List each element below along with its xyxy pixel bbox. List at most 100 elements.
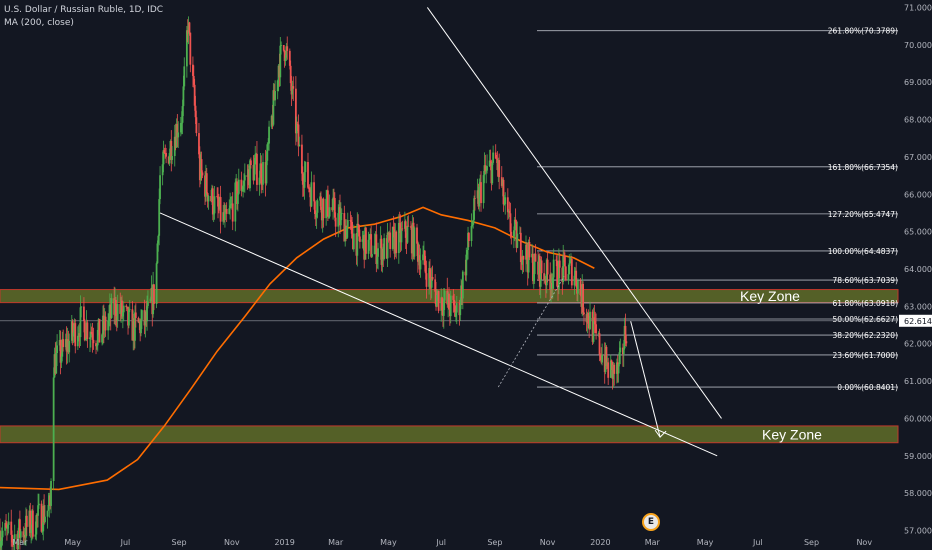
candle-body: [326, 190, 329, 217]
candle-body: [601, 354, 604, 363]
candle-body: [498, 160, 501, 178]
price-tick-label: 64.0000: [904, 265, 932, 274]
candle-body: [352, 233, 355, 250]
time-tick-label: Sep: [487, 538, 502, 547]
candle-body: [407, 225, 410, 227]
candle-body: [452, 295, 455, 300]
candle-body: [91, 333, 94, 340]
candle-body: [231, 203, 234, 222]
candle-body: [0, 530, 1, 548]
price-tick-label: 67.0000: [904, 153, 932, 162]
candle-body: [298, 144, 301, 147]
candle-body: [13, 534, 16, 540]
candle-body: [491, 162, 494, 184]
candle-body: [158, 199, 161, 236]
candle-body: [96, 329, 99, 346]
candle-body: [19, 531, 22, 538]
candle-body: [552, 259, 555, 278]
candle-body: [512, 230, 515, 237]
candle-body: [183, 66, 186, 87]
candle-body: [140, 310, 143, 320]
candle-body: [180, 122, 183, 124]
projection-arrow-shaft: [630, 321, 661, 438]
time-tick-label: Jul: [752, 538, 763, 547]
candle-body: [95, 343, 97, 347]
candle-body: [516, 233, 519, 248]
candle-body: [41, 531, 44, 533]
candle-body: [95, 345, 98, 347]
candle-body: [386, 232, 389, 259]
candle-body: [622, 348, 625, 355]
candle-body: [195, 117, 198, 134]
candle-body: [593, 317, 596, 321]
candle-body: [358, 225, 360, 237]
candle-body: [461, 271, 464, 299]
candle-body: [171, 156, 174, 160]
candle-body: [455, 303, 458, 313]
candle-body: [5, 523, 7, 528]
candle-body: [60, 356, 63, 363]
fib-level-label: 100.00%(64.4837): [828, 247, 898, 256]
candle-body: [181, 106, 184, 123]
time-tick-label: May: [697, 538, 714, 547]
candle-body: [489, 160, 492, 162]
ma-200-line: [0, 206, 595, 491]
candle-body: [140, 319, 142, 334]
candle-body: [200, 159, 203, 173]
candle-body: [358, 236, 361, 242]
candle-body: [494, 152, 497, 159]
candle-body: [72, 332, 75, 337]
candle-body: [52, 377, 55, 482]
candle-body: [357, 223, 360, 226]
candle-body: [346, 227, 348, 239]
candle-body: [296, 124, 299, 125]
candle-body: [441, 297, 443, 311]
candle-body: [506, 197, 509, 213]
trendline-upper: [426, 7, 722, 419]
candle-body: [92, 339, 95, 344]
candle-body: [116, 304, 119, 321]
candle-body: [367, 239, 370, 254]
indicator-label[interactable]: MA (200, close): [4, 18, 74, 28]
time-tick-label: May: [64, 538, 81, 547]
candle-body: [12, 539, 15, 544]
projection-arrow-head: [654, 429, 667, 438]
candle-body: [570, 259, 573, 286]
candle-body: [416, 243, 419, 262]
candle-body: [84, 338, 87, 341]
candle-body: [304, 162, 307, 173]
candle-body: [315, 212, 318, 218]
candle-body: [201, 172, 204, 176]
tradingview-logo-icon[interactable]: E: [642, 513, 660, 531]
candle-body: [564, 255, 566, 267]
candle-body: [532, 274, 535, 282]
candle-body: [377, 248, 379, 257]
candle-body: [128, 309, 131, 311]
candle-body: [137, 317, 140, 323]
candle-body: [292, 86, 295, 89]
candle-body: [108, 313, 110, 321]
candle-body: [189, 32, 192, 65]
time-tick-label: May: [380, 538, 397, 547]
candle-body: [368, 234, 371, 240]
candle-body: [332, 197, 334, 211]
candle-body: [395, 231, 398, 254]
candle-body: [155, 263, 158, 304]
candle-body: [101, 334, 103, 343]
candle-body: [234, 182, 237, 222]
candle-body: [480, 182, 482, 204]
candle-body: [80, 306, 83, 308]
candle-body: [217, 196, 219, 207]
candle-body: [34, 534, 37, 537]
candle-body: [249, 160, 252, 166]
candle-body: [163, 150, 166, 153]
candle-body: [276, 80, 279, 92]
candle-body: [567, 274, 570, 281]
candle-body: [410, 226, 412, 228]
candle-body: [320, 196, 322, 210]
candle-body: [448, 293, 450, 310]
candle-body: [216, 196, 219, 197]
candle-body: [539, 260, 542, 287]
candle-body: [492, 152, 495, 163]
